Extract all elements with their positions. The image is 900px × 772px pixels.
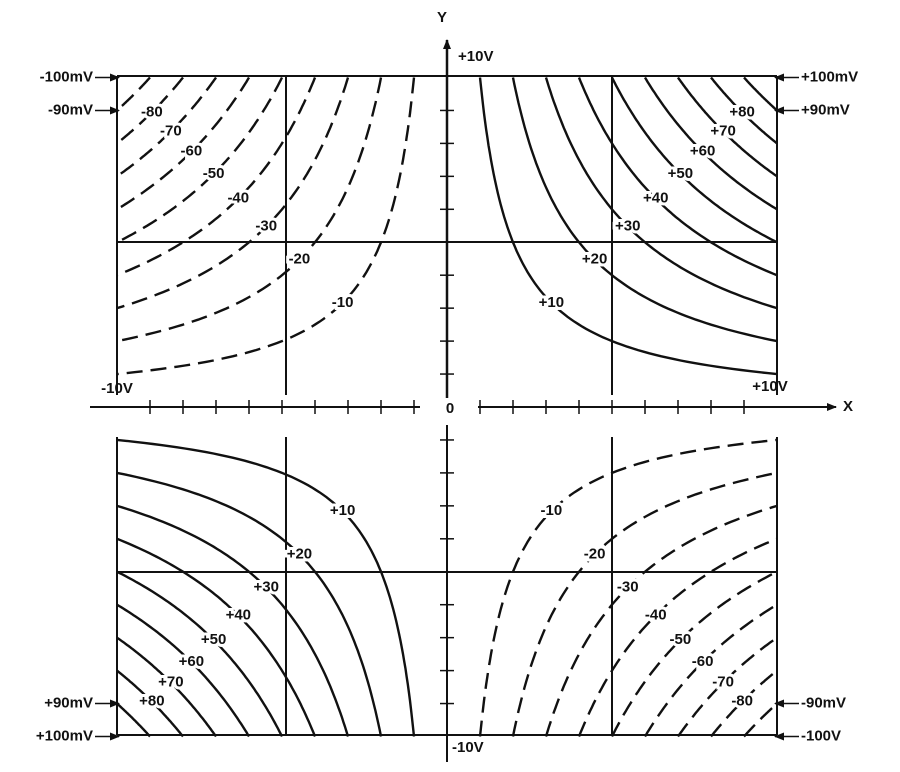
x-axis-label: X <box>843 398 853 415</box>
contour-label: -40 <box>227 190 249 207</box>
edge-label: -100mV <box>40 68 93 85</box>
edge-label: -100V <box>801 727 841 744</box>
contour-label: -30 <box>255 217 277 234</box>
contour-line <box>511 471 778 737</box>
contour-line <box>116 77 383 343</box>
contour-label: -70 <box>160 122 182 139</box>
contour-line <box>511 77 778 343</box>
contour-label: -10 <box>541 502 563 519</box>
contour-label: +30 <box>615 217 640 234</box>
contour-line <box>610 570 778 738</box>
contour-line <box>116 702 151 738</box>
edge-label: +100mV <box>36 727 93 744</box>
edge-label: +90mV <box>44 695 93 712</box>
contour-line <box>710 76 778 145</box>
contour-label: +10 <box>539 294 564 311</box>
contour-line <box>710 669 778 738</box>
contour-label: +80 <box>729 103 754 120</box>
contour-label: -50 <box>203 165 225 182</box>
edge-label: -90mV <box>801 695 846 712</box>
contour-label: +50 <box>668 165 693 182</box>
contour-label: +60 <box>179 653 204 670</box>
contour-label: +20 <box>287 545 312 562</box>
contour-line <box>643 76 778 211</box>
contour-label: -60 <box>692 653 714 670</box>
contour-line <box>116 77 416 376</box>
origin-label: 0 <box>446 400 454 417</box>
edge-label: +90mV <box>801 101 850 118</box>
contour-line <box>116 504 350 737</box>
y-min-label: -10V <box>452 739 484 756</box>
contour-line <box>478 438 778 737</box>
y-axis-label: Y <box>437 9 447 26</box>
y-max-label: +10V <box>458 48 493 65</box>
contour-label: -50 <box>670 631 692 648</box>
contour-line <box>116 76 151 112</box>
contour-line <box>116 76 284 244</box>
contour-label: -10 <box>332 294 354 311</box>
contour-label: -20 <box>289 251 311 268</box>
contour-line <box>116 471 383 737</box>
contour-line <box>643 603 778 738</box>
contour-line <box>116 603 251 738</box>
contour-line <box>577 77 778 277</box>
contour-line <box>544 504 778 737</box>
contour-label: -80 <box>141 103 163 120</box>
contour-label: +70 <box>710 122 735 139</box>
contour-line <box>116 570 284 738</box>
contour-label: +30 <box>254 578 279 595</box>
contour-line <box>116 77 317 277</box>
contour-label: -80 <box>731 693 753 710</box>
contour-label: -70 <box>712 674 734 691</box>
contour-label: -20 <box>584 545 606 562</box>
contour-label: +50 <box>201 631 226 648</box>
contour-label: +40 <box>643 190 668 207</box>
contour-line <box>116 537 317 737</box>
contour-line <box>116 76 184 145</box>
x-max-label: +10V <box>752 378 787 395</box>
contour-line <box>677 76 778 178</box>
contour-line <box>116 636 217 738</box>
contour-line <box>743 702 778 738</box>
contour-line <box>577 537 778 737</box>
contour-label: +40 <box>226 606 251 623</box>
contour-label: -40 <box>645 606 667 623</box>
x-min-label: -10V <box>101 380 133 397</box>
contour-line <box>116 669 184 738</box>
contour-line <box>116 77 350 310</box>
contour-line <box>116 76 251 211</box>
contour-label: +10 <box>330 502 355 519</box>
contour-line <box>116 438 416 737</box>
edge-label: -90mV <box>48 101 93 118</box>
contour-label: +20 <box>582 251 607 268</box>
contour-label: -60 <box>181 143 203 160</box>
contour-label: +70 <box>158 674 183 691</box>
contour-label: +80 <box>139 693 164 710</box>
edge-label: +100mV <box>801 68 858 85</box>
contour-line <box>610 76 778 244</box>
contour-label: +60 <box>690 143 715 160</box>
contour-line <box>544 77 778 310</box>
contour-line <box>743 76 778 112</box>
contour-label: -30 <box>617 578 639 595</box>
contour-line <box>478 77 778 376</box>
